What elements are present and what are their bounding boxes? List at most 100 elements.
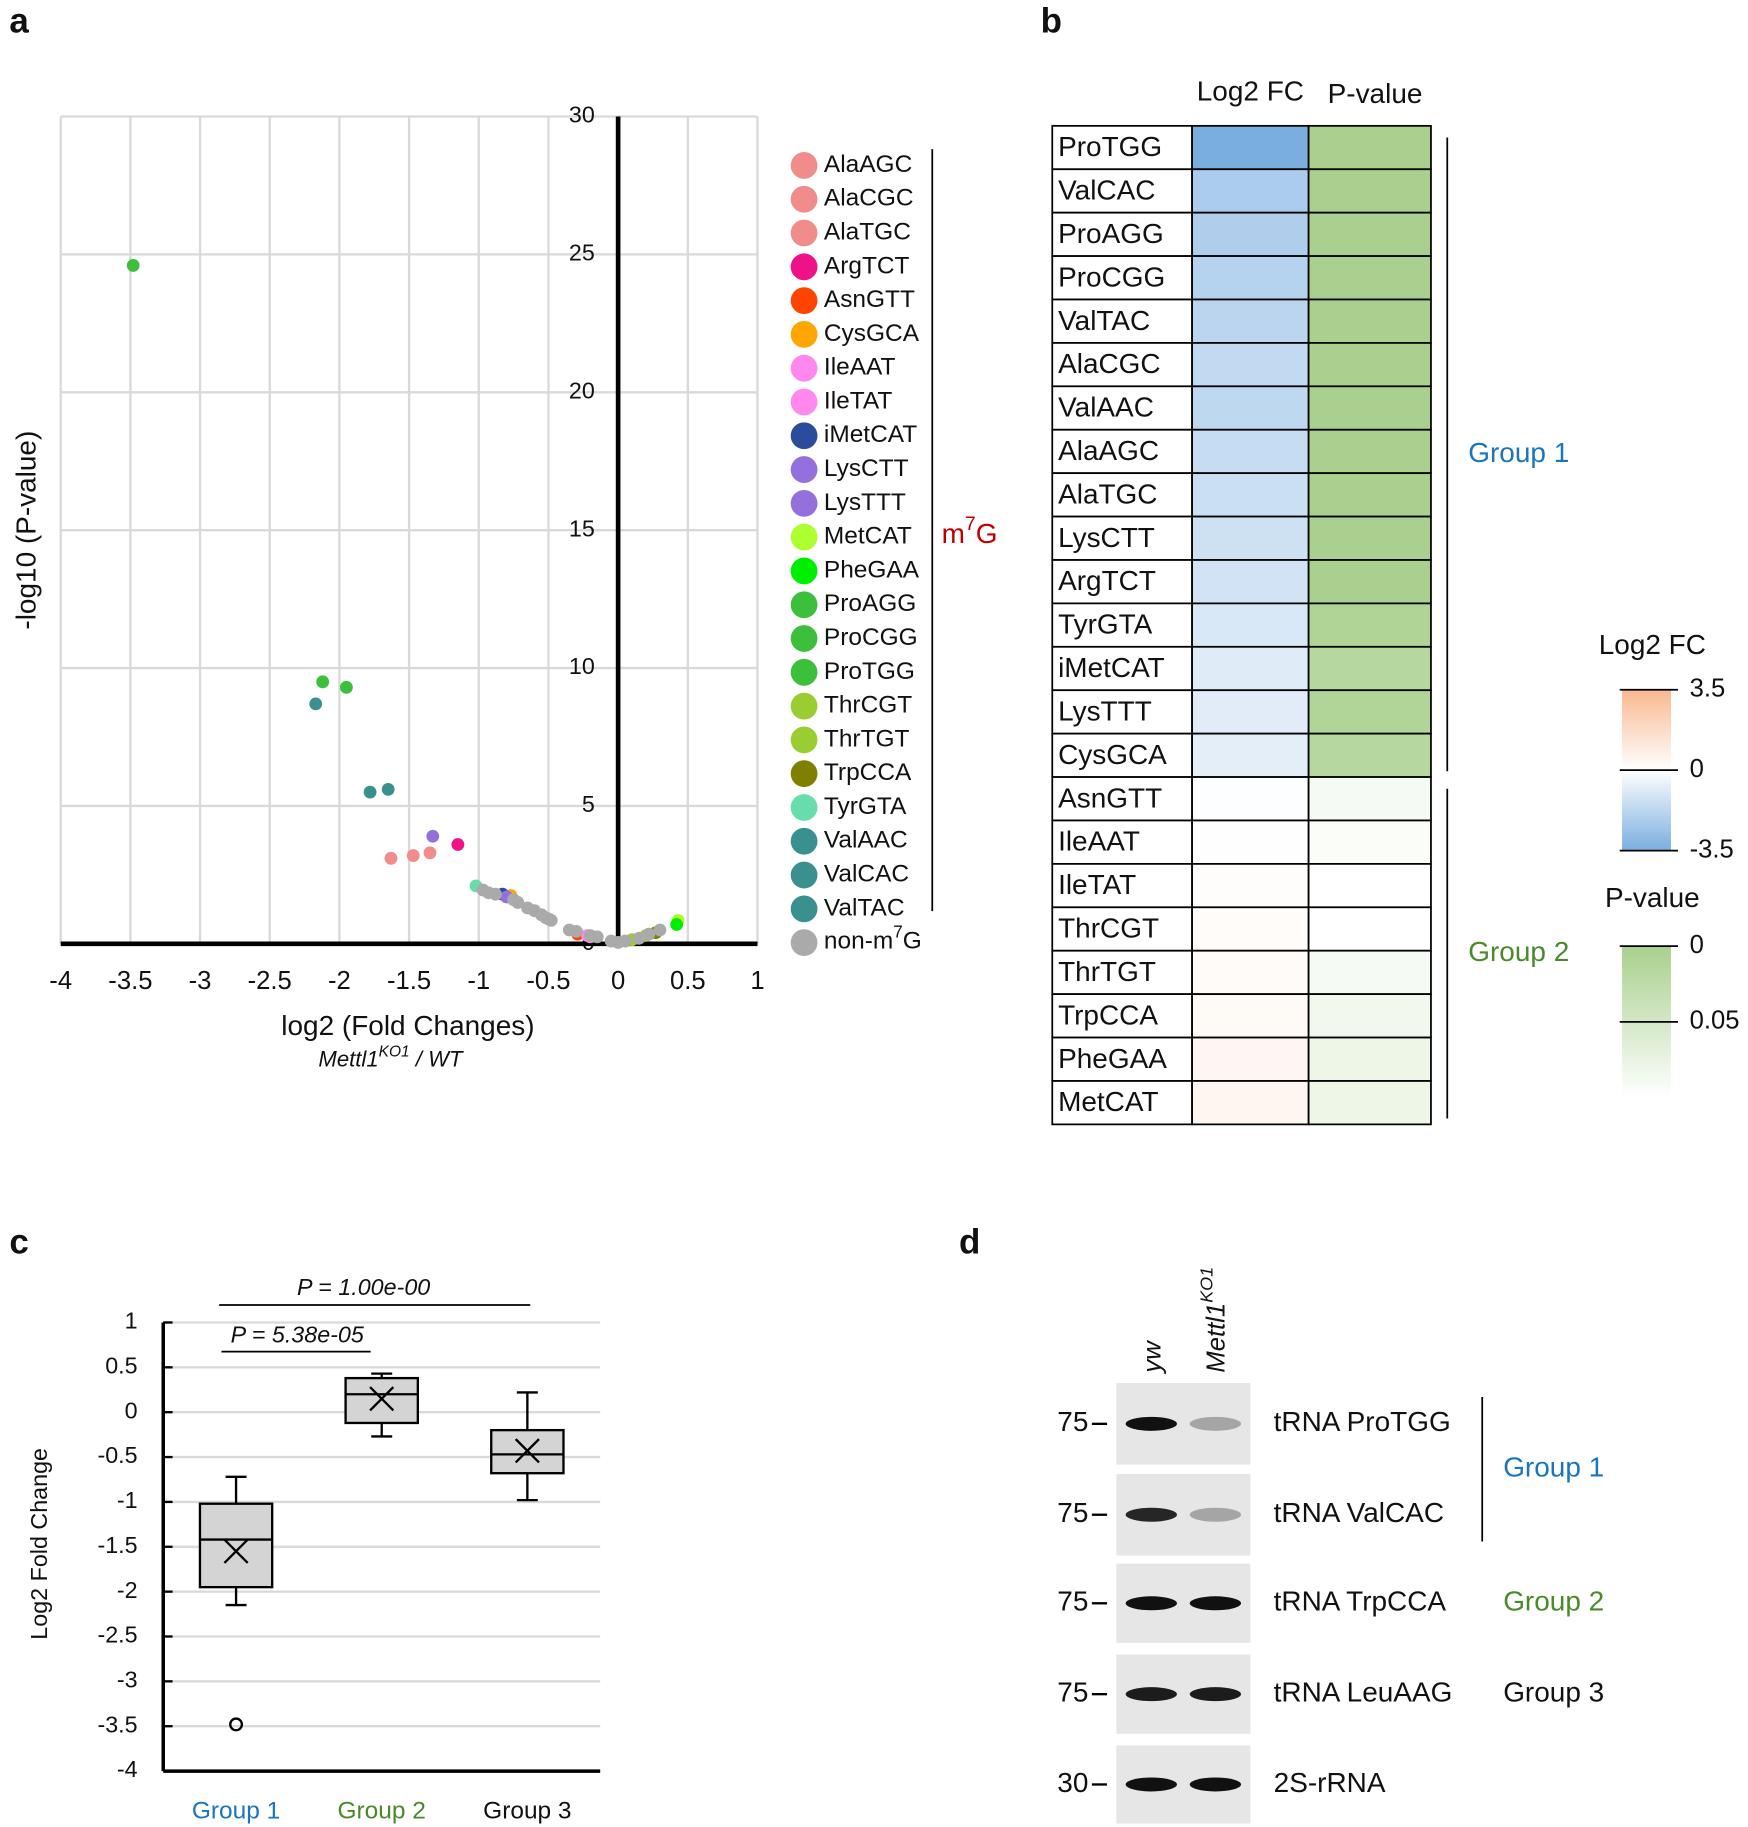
pvalue-cell bbox=[1307, 1080, 1432, 1126]
y-tick-label: 1 bbox=[125, 1308, 138, 1334]
fc-cell bbox=[1191, 863, 1310, 909]
legend-label: AlaCGC bbox=[824, 185, 914, 212]
point bbox=[590, 930, 604, 944]
mean-marker bbox=[223, 1538, 249, 1564]
y-tick-label: -4 bbox=[117, 1756, 138, 1782]
band bbox=[1125, 1416, 1177, 1431]
x-axis-label: log2 (Fold Changes) bbox=[281, 1010, 534, 1041]
legend-label: IleTAT bbox=[824, 387, 892, 414]
legend-label: AlaAGC bbox=[824, 151, 912, 178]
x-tick-label: -4 bbox=[49, 967, 72, 995]
x-tick-label: Group 2 bbox=[338, 1797, 426, 1824]
legend-label: non-m7G bbox=[824, 923, 922, 955]
legend-swatch bbox=[790, 523, 818, 551]
pvalue-cell bbox=[1307, 863, 1432, 909]
pvalue-cell bbox=[1307, 255, 1432, 301]
text-part: G bbox=[976, 518, 998, 549]
y-tick-label: 0 bbox=[125, 1397, 138, 1423]
pvalue-cell bbox=[1307, 993, 1432, 1039]
row-label: ProCGG bbox=[1058, 261, 1165, 292]
fc-cell bbox=[1191, 1036, 1310, 1082]
fc-cell bbox=[1191, 385, 1310, 431]
legend-label: CysGCA bbox=[824, 320, 920, 347]
y-tick-label: -2.5 bbox=[97, 1622, 137, 1648]
legend-label: ThrCGT bbox=[824, 692, 912, 719]
row-label: CysGCA bbox=[1058, 739, 1167, 770]
fc-cell bbox=[1191, 776, 1310, 822]
legend-swatch bbox=[790, 760, 818, 788]
colorbar-tick-label: 0 bbox=[1690, 755, 1704, 783]
x-tick-label: -2.5 bbox=[248, 967, 292, 995]
fc-cell bbox=[1191, 689, 1310, 735]
legend-swatch bbox=[790, 692, 818, 720]
x-tick-label: -1 bbox=[467, 967, 490, 995]
y-tick-label: -3 bbox=[117, 1667, 138, 1693]
pvalue-cell bbox=[1307, 819, 1432, 865]
legend-label: TyrGTA bbox=[824, 793, 907, 820]
point bbox=[451, 838, 465, 851]
legend-swatch bbox=[790, 489, 818, 517]
row-label-cell bbox=[1051, 211, 1193, 257]
row-label: LysCTT bbox=[1058, 522, 1155, 553]
row-label: TyrGTA bbox=[1058, 609, 1153, 640]
box bbox=[198, 1502, 274, 1589]
fc-cell bbox=[1191, 949, 1310, 996]
pvalue-cell bbox=[1307, 515, 1432, 561]
marker-label: 75 bbox=[1057, 1406, 1088, 1437]
fc-cell bbox=[1191, 472, 1310, 518]
text-part: yw bbox=[1138, 1340, 1166, 1375]
band-label: tRNA LeuAAG bbox=[1274, 1677, 1453, 1708]
row-label-cell bbox=[1051, 255, 1193, 301]
legend-label: ThrTGT bbox=[824, 725, 910, 752]
group-label: Group 1 bbox=[1503, 1452, 1604, 1483]
annotation: P = 5.38e-05 bbox=[231, 1322, 365, 1348]
y-axis-label: -log10 (P-value) bbox=[10, 431, 41, 630]
legend-swatch bbox=[790, 152, 818, 179]
band bbox=[1125, 1777, 1177, 1792]
row-label: ThrTGT bbox=[1058, 956, 1156, 987]
text-part: Mettl1 bbox=[318, 1046, 378, 1071]
pvalue-cell bbox=[1307, 428, 1432, 475]
x-tick-label: -2 bbox=[328, 967, 351, 995]
pvalue-cell bbox=[1307, 776, 1432, 822]
text-part: 7 bbox=[893, 923, 903, 942]
row-label: AlaAGC bbox=[1058, 435, 1159, 466]
legend-swatch bbox=[790, 895, 818, 923]
legend-label: AlaTGC bbox=[824, 219, 911, 246]
point bbox=[316, 675, 330, 689]
text-part: 7 bbox=[965, 513, 976, 535]
pvalue-cell bbox=[1307, 949, 1432, 996]
pvalue-cell bbox=[1307, 298, 1432, 344]
legend-swatch bbox=[790, 321, 818, 348]
row-label: MetCAT bbox=[1058, 1086, 1158, 1117]
legend-label: ProAGG bbox=[824, 590, 916, 617]
fc-cell bbox=[1191, 428, 1310, 475]
legend-label: iMetCAT bbox=[824, 421, 917, 448]
band bbox=[1189, 1777, 1242, 1792]
band bbox=[1189, 1596, 1242, 1611]
row-label-cell bbox=[1051, 298, 1193, 344]
group-label: Group 2 bbox=[1468, 936, 1569, 967]
fc-cell bbox=[1191, 211, 1310, 257]
panel-label: b bbox=[1041, 2, 1062, 41]
legend-label: ValCAC bbox=[824, 861, 909, 888]
legend-swatch bbox=[790, 354, 818, 382]
fc-cell bbox=[1191, 602, 1310, 648]
legend-label: IleAAT bbox=[824, 354, 896, 381]
legend-swatch bbox=[790, 253, 818, 281]
point bbox=[309, 697, 323, 711]
legend-swatch bbox=[790, 591, 818, 619]
legend-label: TrpCCA bbox=[824, 759, 912, 786]
marker-label: 75 bbox=[1057, 1497, 1088, 1528]
y-tick-label: 30 bbox=[569, 102, 595, 128]
panel-label: d bbox=[959, 1223, 980, 1262]
row-label: ValAAC bbox=[1058, 392, 1154, 423]
column-header: P-value bbox=[1328, 78, 1423, 109]
fc-cell bbox=[1191, 732, 1310, 778]
group-label: Group 3 bbox=[1503, 1677, 1604, 1708]
band bbox=[1125, 1507, 1177, 1522]
marker-label: 75 bbox=[1057, 1586, 1088, 1617]
row-label: AsnGTT bbox=[1058, 782, 1162, 813]
panel-label: a bbox=[9, 2, 29, 41]
